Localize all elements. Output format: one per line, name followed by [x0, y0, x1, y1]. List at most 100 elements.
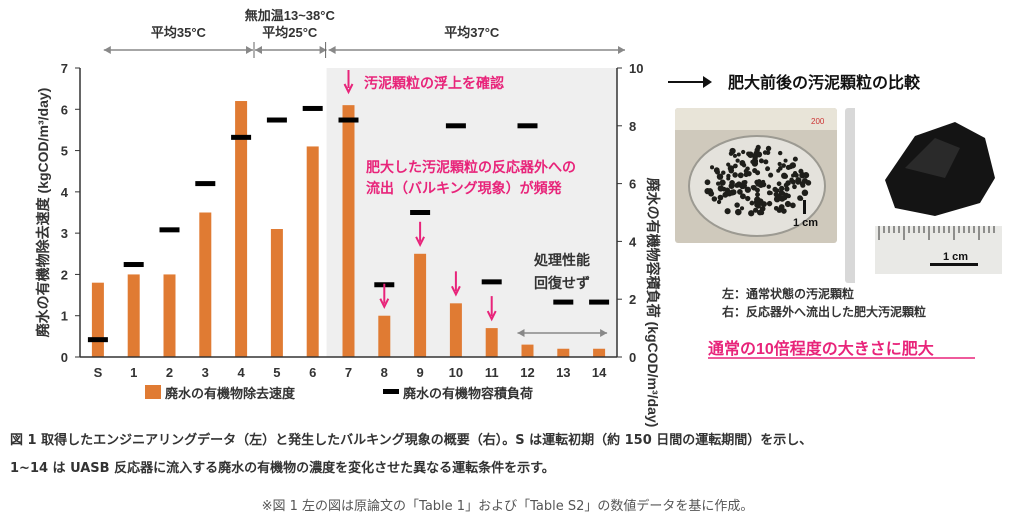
x-tick-label: 2: [166, 365, 173, 380]
granule: [739, 206, 745, 211]
source-note: ※図 1 左の図は原論文の「Table 1」および「Table S2」の数値デー…: [261, 499, 754, 514]
granule: [784, 200, 792, 208]
granule: [792, 156, 798, 162]
granule: [765, 145, 772, 152]
granule: [711, 196, 718, 202]
y-tick-label-left: 2: [61, 267, 68, 282]
y-tick-label-right: 2: [629, 292, 636, 307]
bar-1: [127, 274, 140, 357]
granule: [758, 158, 764, 164]
scale-label-left: 1 cm: [793, 217, 818, 229]
granule: [716, 173, 724, 180]
pink-arrow-head-8: [379, 298, 390, 309]
granule: [735, 208, 742, 216]
period-arrow-35-head-left: [103, 46, 111, 54]
granule: [776, 181, 782, 187]
load-marker-5: [266, 117, 287, 123]
granule: [755, 170, 761, 176]
load-marker-12: [517, 123, 538, 129]
y-tick-label-right: 0: [629, 350, 636, 365]
granule: [753, 198, 761, 206]
comparison-title: 肥大前後の汚泥顆粒の比較: [728, 73, 921, 92]
granule: [790, 202, 796, 209]
granule: [736, 152, 741, 157]
granule: [785, 193, 790, 198]
granule: [743, 172, 749, 178]
granule: [789, 162, 797, 169]
granule: [805, 180, 812, 186]
x-tick-label: 11: [485, 365, 499, 380]
pink-arrow-head-10: [451, 285, 461, 297]
granule: [755, 144, 761, 150]
granule: [749, 200, 755, 206]
period-label-35: 平均35°C: [151, 25, 207, 40]
load-marker-2: [159, 227, 180, 233]
granule: [759, 205, 766, 212]
recovery-annotation-2: 回復せず: [534, 275, 590, 291]
granule: [755, 187, 760, 193]
y-tick-label-left: 0: [61, 350, 68, 365]
granule: [740, 182, 747, 189]
bar-3: [199, 212, 212, 357]
granule: [783, 158, 788, 163]
period-arrow-25-head-left: [255, 46, 262, 54]
y-tick-label-right: 6: [629, 177, 636, 192]
granule: [732, 153, 737, 158]
bar-14: [593, 348, 606, 357]
granule: [768, 172, 774, 178]
granule: [781, 172, 788, 179]
load-marker-S: [87, 337, 108, 343]
x-tick-label: 9: [416, 365, 423, 380]
granule: [741, 149, 746, 155]
load-marker-7: [338, 117, 359, 123]
load-marker-4: [231, 134, 252, 140]
granule: [800, 182, 806, 188]
granule: [732, 172, 738, 178]
granule: [737, 172, 744, 179]
granule: [724, 208, 731, 215]
y-tick-label-left: 3: [61, 226, 68, 241]
highlight-text: 通常の10倍程度の大きさに肥大: [708, 339, 934, 358]
granule: [781, 163, 786, 168]
granule: [717, 194, 724, 201]
x-tick-label: 4: [237, 365, 245, 380]
y-tick-label-right: 10: [629, 61, 643, 76]
granule: [766, 200, 773, 207]
granule: [710, 165, 715, 170]
y-tick-label-right: 8: [629, 119, 636, 134]
granule: [750, 159, 755, 164]
x-tick-label: 10: [449, 365, 463, 380]
normal-granule-photo: 1 cm 200: [675, 108, 837, 243]
granule: [707, 188, 713, 193]
y-tick-label-left: 7: [61, 61, 68, 76]
load-marker-10: [445, 123, 466, 129]
period-label-unheated: 無加温13~38°C: [245, 8, 336, 23]
granule: [766, 190, 772, 196]
load-marker-1: [123, 262, 144, 268]
granule: [748, 210, 755, 217]
load-marker-11: [481, 279, 502, 285]
legend-marker-swatch: [383, 389, 399, 394]
granule: [778, 150, 783, 156]
x-tick-label: 8: [381, 365, 388, 380]
granule: [728, 167, 735, 174]
bar-11: [485, 328, 498, 357]
x-tick-label: 3: [202, 365, 209, 380]
float-annotation: 汚泥顆粒の浮上を確認: [364, 75, 504, 91]
y-axis-title-left: 廃水の有機物除去速度 (kgCOD/m³/day): [35, 88, 51, 338]
granule: [715, 181, 721, 186]
granule: [713, 167, 720, 174]
granule: [756, 209, 763, 216]
load-marker-13: [553, 299, 574, 305]
granule: [719, 179, 726, 186]
granule: [753, 207, 759, 213]
shaded-region: [326, 68, 617, 357]
bar-9: [414, 253, 427, 357]
granule: [734, 182, 740, 188]
recovery-annotation-1: 処理性能: [533, 252, 590, 268]
granule: [739, 160, 746, 166]
granule: [745, 166, 750, 172]
granule: [792, 184, 797, 190]
pink-arrow-head-11: [486, 310, 497, 322]
period-arrow-25-head-right: [319, 46, 327, 54]
